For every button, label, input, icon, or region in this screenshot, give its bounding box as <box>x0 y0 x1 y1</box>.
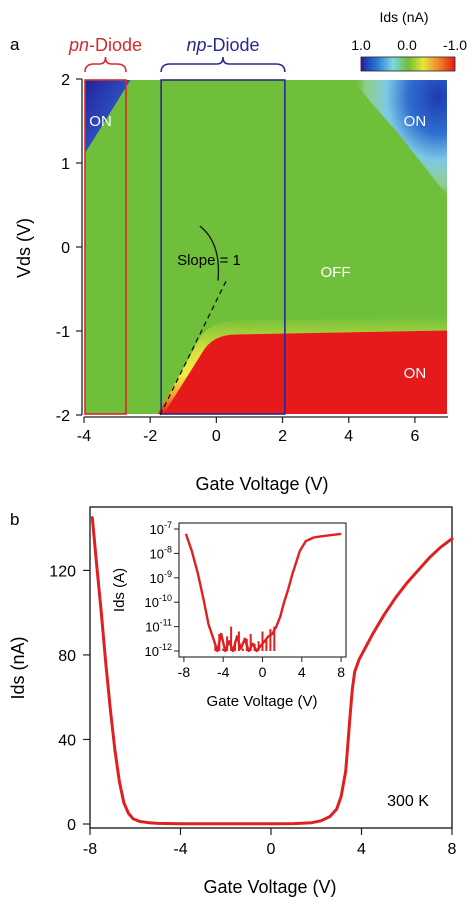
y-tick-label-a-2: 0 <box>61 240 70 257</box>
x-tick-label-b-0: -8 <box>83 841 97 858</box>
y-tick-label-b-1: 40 <box>58 732 76 749</box>
inset-y-tick-label-1: 10-8 <box>150 544 172 561</box>
temperature-annotation: 300 K <box>387 793 429 810</box>
heatmap <box>84 79 448 415</box>
x-tick-label-a-0: -4 <box>77 428 91 445</box>
inset-y-tick-sup-1: -8 <box>164 544 172 554</box>
y-tick-label-a-3: 1 <box>61 156 70 173</box>
y-axis-label-b: Ids (nA) <box>8 636 28 699</box>
y-tick-label-b-0: 0 <box>67 817 76 834</box>
diode-box-0 <box>84 79 127 415</box>
diode-title-rest-1: -Diode <box>206 35 259 55</box>
slope-pointer <box>199 225 220 281</box>
slope-line <box>159 280 227 416</box>
diode-title-rest-0: -Diode <box>89 35 142 55</box>
inset-y-tick-sup-3: -10 <box>159 593 172 603</box>
inset-y-axis-label: Ids (A) <box>111 568 128 612</box>
y-tick-label-a-4: 2 <box>61 72 70 89</box>
inset-y-tick-sup-2: -9 <box>164 569 172 579</box>
inset-y-tick-base-3: 10 <box>145 595 159 610</box>
y-axis-label-a: Vds (V) <box>14 218 34 278</box>
x-tick-label-a-3: 2 <box>278 428 287 445</box>
inset-y-tick-label-2: 10-9 <box>150 569 172 586</box>
x-tick-label-b-4: 8 <box>448 841 457 858</box>
inset-ids-curve <box>184 532 342 653</box>
y-tick-label-a-1: -1 <box>56 324 70 341</box>
x-tick-label-a-1: -2 <box>143 428 157 445</box>
colorbar <box>360 56 456 72</box>
inset-x-tick-label-3: 4 <box>298 664 306 680</box>
colorbar-min-label: 1.0 <box>351 37 371 53</box>
on-region-upper-right <box>351 79 448 197</box>
inset-y-tick-base-1: 10 <box>150 546 164 561</box>
inset-x-tick-label-0: -8 <box>178 664 191 680</box>
inset-y-tick-sup-5: -12 <box>159 642 172 652</box>
inset-y-tick-base-5: 10 <box>145 644 159 659</box>
x-tick-label-b-1: -4 <box>173 841 187 858</box>
inset-x-axis-label: Gate Voltage (V) <box>207 693 318 710</box>
y-tick-label-b-2: 80 <box>58 648 76 665</box>
inset-y-tick-base-2: 10 <box>150 571 164 586</box>
colorbar-title: Ids (nA) <box>379 9 428 25</box>
diode-brace-0 <box>84 56 127 73</box>
inset-x-tick-label-2: 0 <box>259 664 267 680</box>
x-tick-label-b-2: 0 <box>267 841 276 858</box>
x-tick-label-a-4: 4 <box>344 428 353 445</box>
inset-y-tick-label-5: 10-12 <box>145 642 172 659</box>
on-region-lower-core <box>163 330 448 415</box>
diode-title-italic-1: np <box>186 35 206 55</box>
diode-title-0: pn-Diode <box>68 35 142 55</box>
inset-x-tick-label-1: -4 <box>217 664 230 680</box>
diode-title-italic-0: pn <box>68 35 89 55</box>
x-tick-label-a-5: 6 <box>410 428 419 445</box>
panel-a-label: a <box>10 35 20 54</box>
inset-y-tick-label-0: 10-7 <box>150 520 172 537</box>
panel-b-label: b <box>10 510 19 529</box>
colorbar-max-label: -1.0 <box>443 37 467 53</box>
inset-y-tick-base-0: 10 <box>150 522 164 537</box>
x-axis-label-a: Gate Voltage (V) <box>195 474 328 494</box>
region-label-1: ON <box>404 113 427 130</box>
x-tick-label-b-3: 4 <box>357 841 366 858</box>
inset-y-tick-base-4: 10 <box>145 620 159 635</box>
slope-label: Slope = 1 <box>177 252 241 269</box>
x-tick-label-a-2: 0 <box>212 428 221 445</box>
colorbar-mid-label: 0.0 <box>397 37 417 53</box>
inset-y-tick-sup-0: -7 <box>164 520 172 530</box>
diode-title-1: np-Diode <box>186 35 259 55</box>
x-axis-label-b: Gate Voltage (V) <box>203 877 336 897</box>
y-tick-label-b-3: 120 <box>49 563 76 580</box>
ids-curve <box>90 516 454 826</box>
heatmap-frame <box>83 78 449 416</box>
diode-box-1 <box>160 79 286 415</box>
inset-y-tick-sup-4: -11 <box>160 618 172 628</box>
inset-y-tick-label-3: 10-10 <box>145 593 172 610</box>
region-label-2: OFF <box>320 264 350 281</box>
y-tick-label-a-0: -2 <box>56 408 70 425</box>
axes-a: -4 -2 0 2 4 6 -2 -1 0 1 2 <box>56 72 448 445</box>
diode-brace-1 <box>160 56 286 73</box>
inset-x-tick-label-4: 8 <box>337 664 345 680</box>
on-region-upper-left <box>84 79 132 155</box>
region-label-0: ON <box>89 113 112 130</box>
inset-y-tick-label-4: 10-11 <box>145 618 172 635</box>
region-label-3: ON <box>404 365 427 382</box>
plot-frame-b <box>89 506 453 829</box>
